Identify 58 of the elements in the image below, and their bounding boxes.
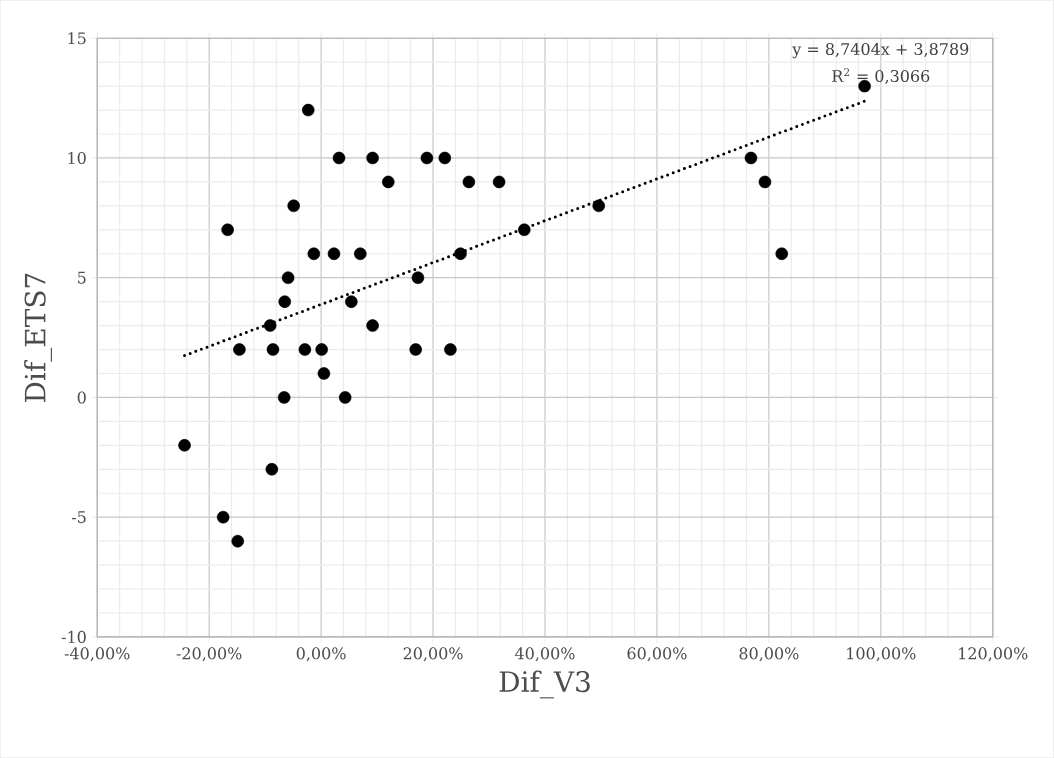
y-tick-label: -10 bbox=[61, 630, 86, 643]
point bbox=[307, 247, 321, 260]
point bbox=[420, 151, 434, 165]
y-tick-label: -5 bbox=[71, 511, 86, 524]
x-tick-label: 40,00% bbox=[515, 647, 575, 662]
point bbox=[231, 534, 244, 548]
point bbox=[221, 223, 234, 237]
point bbox=[281, 271, 295, 284]
point bbox=[518, 223, 531, 237]
x-tick-label: 0,00% bbox=[296, 647, 346, 662]
x-tick-label: -40,00% bbox=[64, 647, 130, 662]
y-axis-title: Dif_ETS7 bbox=[24, 273, 52, 402]
point bbox=[317, 367, 331, 380]
point bbox=[266, 343, 280, 356]
point bbox=[366, 319, 379, 332]
x-tick-label: 120,00% bbox=[959, 647, 1028, 662]
point bbox=[409, 343, 422, 356]
point bbox=[758, 175, 772, 189]
point bbox=[462, 175, 476, 189]
point bbox=[298, 343, 312, 356]
point bbox=[327, 247, 341, 260]
point bbox=[263, 319, 277, 332]
point bbox=[216, 510, 230, 524]
point bbox=[411, 271, 425, 284]
point bbox=[354, 247, 367, 260]
point bbox=[454, 247, 467, 260]
y-tick-label: 5 bbox=[78, 271, 86, 284]
point bbox=[265, 462, 279, 476]
point bbox=[338, 391, 352, 404]
point bbox=[744, 151, 758, 165]
point bbox=[315, 343, 328, 356]
y-tick-label: 10 bbox=[68, 151, 86, 164]
point bbox=[301, 103, 315, 117]
point bbox=[278, 295, 291, 308]
point bbox=[178, 439, 191, 452]
point bbox=[858, 79, 871, 93]
point bbox=[438, 151, 452, 165]
point bbox=[277, 391, 291, 404]
point bbox=[345, 295, 358, 308]
x-tick-label: 60,00% bbox=[627, 647, 687, 662]
point bbox=[287, 199, 300, 213]
point bbox=[332, 151, 346, 165]
x-tick-label: 100,00% bbox=[847, 647, 916, 662]
x-tick-label: 20,00% bbox=[403, 647, 463, 662]
y-tick-label: 15 bbox=[68, 32, 86, 45]
annotation: R$^{2}$ = 0,3066 bbox=[832, 68, 930, 84]
point bbox=[444, 343, 457, 356]
point bbox=[382, 175, 395, 189]
x-axis-title: Dif_V3 bbox=[499, 670, 590, 699]
annotation: y = 8,7404x + 3,8789 bbox=[792, 42, 969, 59]
point bbox=[492, 175, 506, 189]
point bbox=[592, 199, 605, 213]
x-tick-label: 80,00% bbox=[739, 647, 799, 662]
y-tick-label: 0 bbox=[77, 391, 86, 404]
point bbox=[775, 247, 789, 260]
point bbox=[233, 343, 246, 356]
x-tick-label: -20,00% bbox=[176, 647, 242, 662]
point bbox=[366, 151, 379, 165]
